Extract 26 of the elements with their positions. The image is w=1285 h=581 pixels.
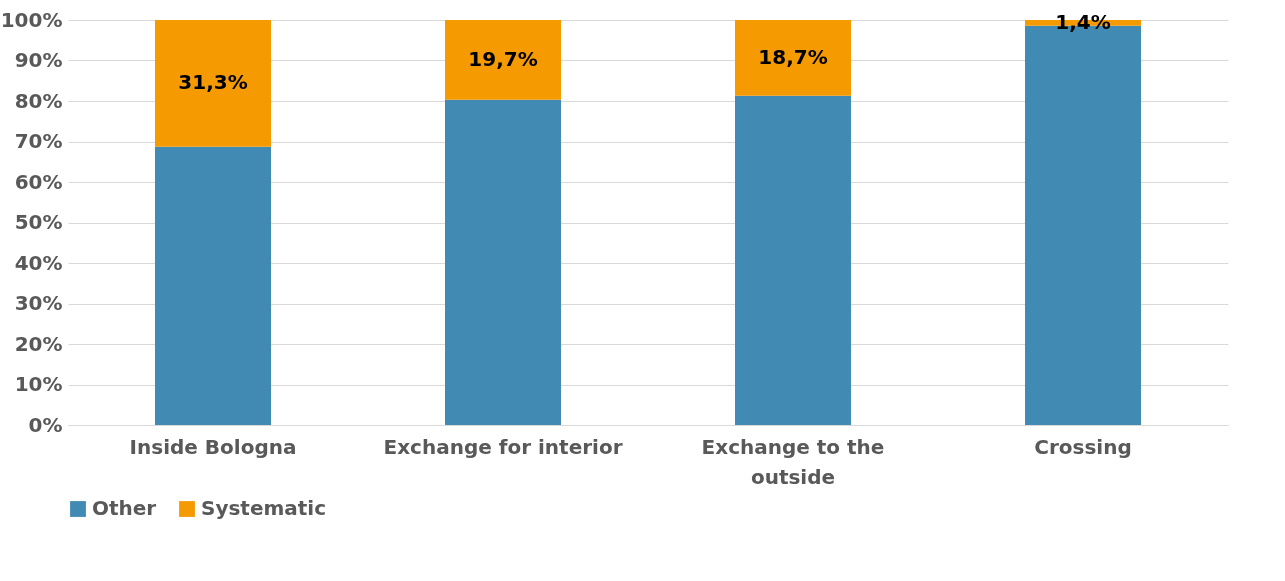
x-tick-label: Crossing [1034, 434, 1132, 459]
y-tick-label: 20% [14, 331, 63, 356]
y-tick-label: 50% [14, 210, 63, 234]
y-tick-label: 0% [28, 412, 63, 437]
y-tick-label: 80% [14, 88, 63, 113]
x-tick-label: Inside Bologna [129, 434, 297, 459]
y-tick-label: 30% [14, 291, 63, 315]
data-label: 31,3% [178, 70, 248, 95]
bar [445, 99, 561, 425]
bar [445, 20, 561, 100]
x-tick-label: Exchange for interior [383, 434, 623, 459]
bar [735, 20, 851, 96]
bar [155, 146, 271, 425]
data-label: 19,7% [468, 46, 538, 71]
legend-label: Other [92, 496, 157, 520]
legend-label: Systematic [201, 496, 327, 520]
y-tick-label: 100% [0, 7, 63, 32]
y-tick-label: 90% [14, 48, 63, 72]
data-label: 18,7% [758, 44, 828, 69]
y-tick-label: 40% [14, 250, 63, 275]
y-tick-label: 70% [14, 129, 63, 153]
y-tick-label: 10% [14, 372, 63, 396]
x-tick-label: Exchange to the outside [701, 434, 885, 489]
bar [155, 20, 271, 147]
y-tick-label: 60% [14, 169, 63, 194]
bar [735, 95, 851, 425]
